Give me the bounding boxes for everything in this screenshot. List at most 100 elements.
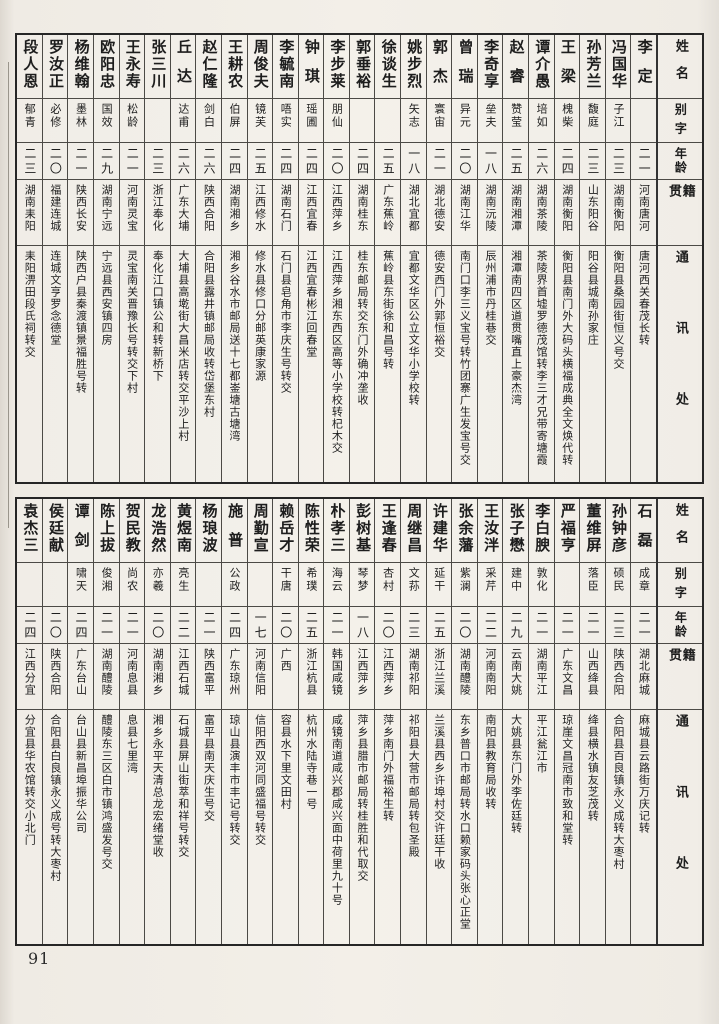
name-cell-text: 王梁 — [558, 39, 577, 97]
age-cell: 二三 — [17, 143, 42, 180]
jiguan-cell-text: 广东大埔 — [176, 184, 190, 232]
address-cell: 南门口李三义宝号转竹团寨广生发宝号交 — [452, 246, 477, 482]
address-cell: 合阳县露井镇邮局收转岱堡东村 — [196, 246, 221, 482]
name-cell-text: 李毓南 — [277, 39, 296, 90]
age-cell-text: 二〇 — [457, 611, 472, 641]
name-cell: 李奇享 — [477, 35, 503, 99]
jiguan-cell-text: 福建连城 — [48, 184, 62, 232]
address-cell: 阳谷县城南孙家庄 — [580, 246, 605, 482]
zi-cell: 伯屏 — [221, 99, 247, 143]
zi-cell: 杏村 — [375, 563, 401, 607]
age-cell-text: 二三 — [611, 147, 626, 177]
jiguan-cell-text: 湖南衡阳 — [611, 184, 625, 232]
jiguan-cell: 韩国咸镜 — [324, 644, 349, 710]
age-cell: 二〇 — [42, 607, 68, 644]
zi-cell: 郁青 — [17, 99, 42, 143]
name-cell-text: 谭介愚 — [533, 39, 552, 90]
jiguan-cell-text: 河南唐河 — [637, 184, 651, 232]
name-cell: 杨琅波 — [196, 499, 221, 563]
person-column: 孙芳兰 馥庭 二三 山东阳谷 阳谷县城南孙家庄 — [580, 35, 606, 482]
zi-cell — [145, 99, 170, 143]
person-column: 张三川 二三 浙江奉化 奉化江口镇公和转新桥下 — [145, 35, 171, 482]
address-cell-text: 分宜县华农馆转交小北门 — [23, 714, 37, 846]
address-cell: 衡阳县桑园街恒义号交 — [606, 246, 631, 482]
age-cell-text: 二一 — [585, 611, 600, 641]
person-column: 许建华 延干 二五 浙江兰溪 兰溪县西乡许埠村交许廷干收 — [426, 499, 453, 944]
person-column: 李步莱 朋仙 二〇 江西萍乡 江西萍乡湘东西区高等小学校转杞木交 — [324, 35, 350, 482]
name-cell: 施普 — [221, 499, 247, 563]
zi-cell-text: 镜芙 — [253, 103, 267, 129]
name-cell-text: 王耕农 — [226, 39, 245, 90]
name-cell-text: 贺民教 — [123, 503, 142, 554]
age-cell: 二五 — [298, 607, 324, 644]
address-cell: 富平县南天庆生号交 — [196, 710, 221, 944]
address-cell: 萍乡南门外福裕生转 — [375, 710, 400, 944]
name-cell-text: 姚步烈 — [405, 39, 424, 90]
person-column: 石磊 成章 二一 湖北麻城 麻城县云路街万庆记转 — [631, 499, 658, 944]
jiguan-cell: 江西宜春 — [298, 180, 324, 246]
name-cell: 王耕农 — [221, 35, 247, 99]
header-zi: 别字 — [658, 99, 702, 143]
address-cell-text: 衡阳县桑园街恒义号交 — [611, 250, 625, 370]
zi-cell-text: 啸天 — [74, 567, 88, 593]
name-cell-text: 董维屏 — [584, 503, 603, 554]
age-cell: 二四 — [554, 143, 580, 180]
jiguan-cell-text: 湖南江华 — [458, 184, 472, 232]
name-cell: 张三川 — [145, 35, 170, 99]
age-cell: 二三 — [580, 143, 605, 180]
person-column: 赵仁隆 剑白 二六 陕西合阳 合阳县露井镇邮局收转岱堡东村 — [196, 35, 222, 482]
zi-cell-text: 国效 — [100, 103, 114, 129]
name-cell-text: 王永寿 — [123, 39, 142, 90]
jiguan-cell: 湖北宜都 — [401, 180, 426, 246]
jiguan-cell-text: 山东阳谷 — [586, 184, 600, 232]
jiguan-cell-text: 湖南耒阳 — [23, 184, 37, 232]
header-jiguan: 籍贯 — [658, 180, 702, 246]
zi-cell: 延干 — [426, 563, 452, 607]
jiguan-cell-text: 广东文昌 — [560, 648, 574, 696]
address-cell: 容县水下里文田村 — [273, 710, 298, 944]
age-cell-text: 二一 — [99, 611, 114, 641]
age-cell: 二一 — [196, 607, 221, 644]
jiguan-cell-text: 浙江奉化 — [151, 184, 165, 232]
name-cell-text: 郭杰 — [430, 39, 449, 97]
jiguan-cell-text: 湖南湘潭 — [509, 184, 523, 232]
age-cell: 二〇 — [273, 607, 298, 644]
jiguan-cell: 湖南衡阳 — [554, 180, 580, 246]
zi-cell — [17, 563, 42, 607]
zi-cell: 公政 — [221, 563, 247, 607]
address-cell-text: 合阳县白良镇永义成号转大枣村 — [48, 714, 62, 882]
zi-cell: 采芹 — [477, 563, 503, 607]
age-cell-text: 二三 — [150, 147, 165, 177]
jiguan-cell: 浙江奉化 — [145, 180, 170, 246]
address-cell: 琼崖文昌冠南市致和堂转 — [555, 710, 580, 944]
jiguan-cell-text: 江西萍乡 — [356, 648, 369, 696]
person-column: 曾瑞 异元 二〇 湖南江华 南门口李三义宝号转竹团寨广生发宝号交 — [452, 35, 478, 482]
jiguan-cell: 江西分宜 — [17, 644, 42, 710]
zi-cell: 建中 — [503, 563, 529, 607]
zi-cell — [554, 563, 580, 607]
age-cell: 二五 — [503, 143, 529, 180]
address-cell-text: 唐河西关春茂长转 — [637, 250, 651, 346]
jiguan-cell-text: 广西 — [279, 648, 293, 672]
jiguan-cell-text: 湖南宁远 — [100, 184, 114, 232]
jiguan-cell: 浙江兰溪 — [426, 644, 452, 710]
name-cell-text: 彭树基 — [354, 503, 373, 554]
jiguan-cell: 陕西合阳 — [42, 644, 68, 710]
name-cell-text: 陈性荣 — [302, 503, 321, 554]
person-column: 郭垂裕 二四 湖南桂东 桂东邮局转交东门外确冲垄收 — [349, 35, 376, 482]
jiguan-cell-text: 湖北宜都 — [407, 184, 421, 232]
age-cell: 二一 — [93, 607, 119, 644]
zi-cell — [349, 99, 375, 143]
age-cell-text: 二五 — [509, 147, 524, 177]
jiguan-cell: 云南大姚 — [503, 644, 529, 710]
address-cell: 琼山县演丰市丰记号转交 — [222, 710, 247, 944]
age-cell: 二一 — [580, 607, 605, 644]
name-cell: 李毓南 — [273, 35, 298, 99]
name-cell-text: 王逢春 — [379, 503, 398, 554]
zi-cell: 亮生 — [170, 563, 196, 607]
zi-cell-text: 矢志 — [407, 103, 421, 129]
address-cell-text: 陕西户县秦渡镇景福胜号转 — [74, 250, 88, 394]
age-cell-text: 二二 — [483, 611, 498, 641]
zi-cell: 子江 — [605, 99, 631, 143]
person-column: 王梁 槐柴 二四 湖南衡阳 衡阳县南门外大码头横福成典全文焕代转 — [554, 35, 581, 482]
